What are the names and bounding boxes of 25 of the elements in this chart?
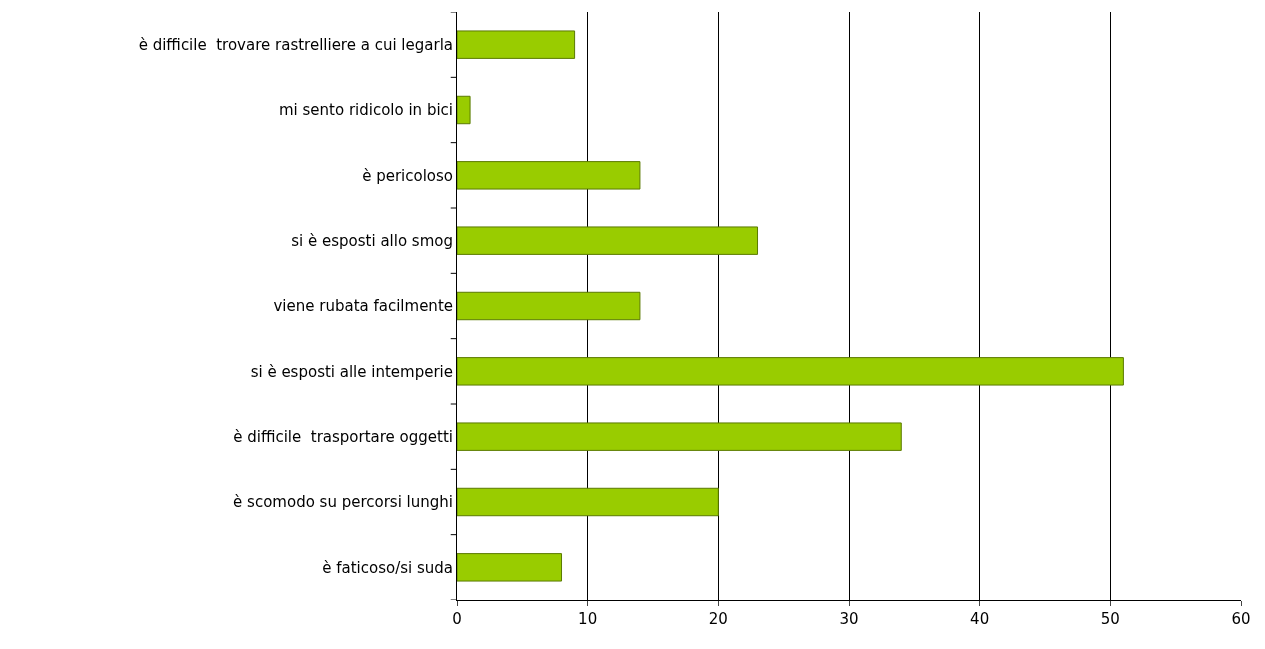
y-tick-label: si è esposti allo smog bbox=[291, 231, 453, 250]
x-tick-label: 30 bbox=[839, 610, 859, 628]
x-tick-label: 60 bbox=[1231, 610, 1251, 628]
y-tick-label: è difficile trovare rastrelliere a cui legarla bbox=[138, 35, 453, 54]
bar bbox=[457, 30, 576, 59]
x-tick-label: 40 bbox=[970, 610, 990, 628]
y-tick-label: si è esposti alle intemperie bbox=[250, 362, 453, 381]
y-tick-label: è faticoso/si suda bbox=[322, 558, 453, 577]
x-tick-label: 50 bbox=[1100, 610, 1120, 628]
x-tick-label: 0 bbox=[452, 610, 462, 628]
y-tick-label: mi sento ridicolo in bici bbox=[278, 101, 453, 120]
x-tick-label: 10 bbox=[578, 610, 598, 628]
y-tick-label: è difficile trasportare oggetti bbox=[233, 427, 453, 446]
bar bbox=[457, 161, 641, 190]
bar bbox=[457, 553, 563, 582]
y-tick-label: viene rubata facilmente bbox=[273, 297, 453, 316]
bar bbox=[457, 291, 641, 321]
bar bbox=[457, 226, 759, 255]
bar bbox=[457, 357, 1124, 386]
bar bbox=[457, 95, 471, 125]
x-tick-label: 20 bbox=[708, 610, 728, 628]
y-tick-label: è scomodo su percorsi lunghi bbox=[233, 493, 453, 512]
bar bbox=[457, 422, 902, 451]
y-tick-label: è pericoloso bbox=[362, 166, 453, 185]
bar bbox=[457, 487, 719, 517]
